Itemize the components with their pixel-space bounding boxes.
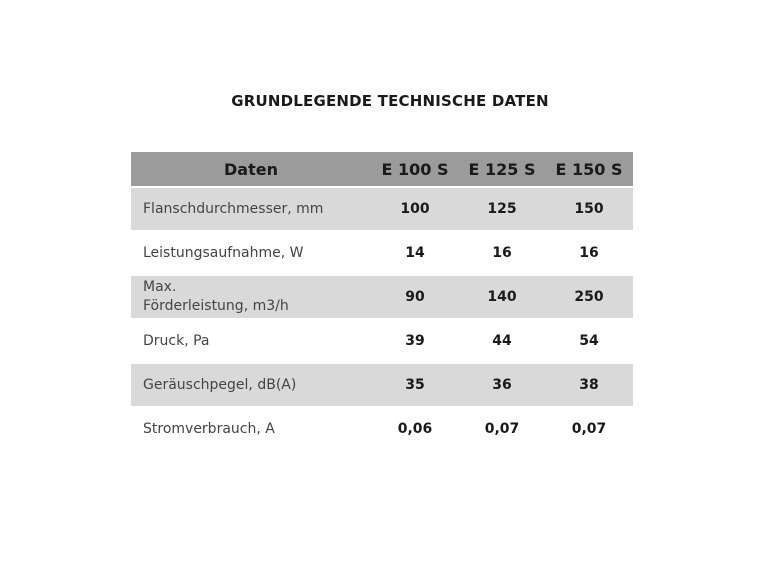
cell-value: 0,06 <box>397 421 433 437</box>
cell-value: 250 <box>545 276 633 318</box>
cell-value: 140 <box>459 276 545 318</box>
cell-value: 90 <box>371 276 459 318</box>
row-label: Stromverbrauch, A <box>143 420 275 437</box>
cell-value: 35 <box>371 364 459 406</box>
header-e125s: E 125 S <box>459 152 545 186</box>
page-title: GRUNDLEGENDE TECHNISCHE DATEN <box>231 92 549 110</box>
row-label: Leistungsaufnahme, W <box>143 244 304 261</box>
table-header-row: Daten E 100 S E 125 S E 150 S <box>131 152 633 186</box>
header-e150s: E 150 S <box>545 152 633 186</box>
header-e100s: E 100 S <box>371 152 459 186</box>
cell-value: 38 <box>545 364 633 406</box>
table-row: Druck, Pa 39 44 54 <box>131 320 633 362</box>
technical-data-table: Daten E 100 S E 125 S E 150 S Flanschdur… <box>131 150 633 452</box>
cell-value: 0,07 <box>484 421 520 437</box>
cell-value: 54 <box>579 333 599 349</box>
cell-value: 0,07 <box>571 421 607 437</box>
cell-value: 44 <box>492 333 512 349</box>
table-row: Flanschdurchmesser, mm 100 125 150 <box>131 188 633 230</box>
table-row: Max. Förderleistung, m3/h 90 140 250 <box>131 276 633 318</box>
header-data: Daten <box>131 152 371 186</box>
cell-value: 125 <box>459 188 545 230</box>
row-label-line2: Förderleistung, m3/h <box>143 298 289 314</box>
row-label: Geräuschpegel, dB(A) <box>131 364 371 406</box>
cell-value: 36 <box>459 364 545 406</box>
cell-value: 14 <box>405 245 425 261</box>
cell-value: 100 <box>371 188 459 230</box>
row-label: Druck, Pa <box>143 332 210 349</box>
cell-value: 150 <box>545 188 633 230</box>
row-label: Max. Förderleistung, m3/h <box>131 276 371 318</box>
cell-value: 16 <box>492 245 512 261</box>
table-row: Stromverbrauch, A 0,06 0,07 0,07 <box>131 408 633 450</box>
table-row: Geräuschpegel, dB(A) 35 36 38 <box>131 364 633 406</box>
row-label-line1: Max. <box>143 279 177 295</box>
cell-value: 39 <box>405 333 425 349</box>
row-label: Flanschdurchmesser, mm <box>131 188 371 230</box>
table-row: Leistungsaufnahme, W 14 16 16 <box>131 232 633 274</box>
cell-value: 16 <box>579 245 599 261</box>
